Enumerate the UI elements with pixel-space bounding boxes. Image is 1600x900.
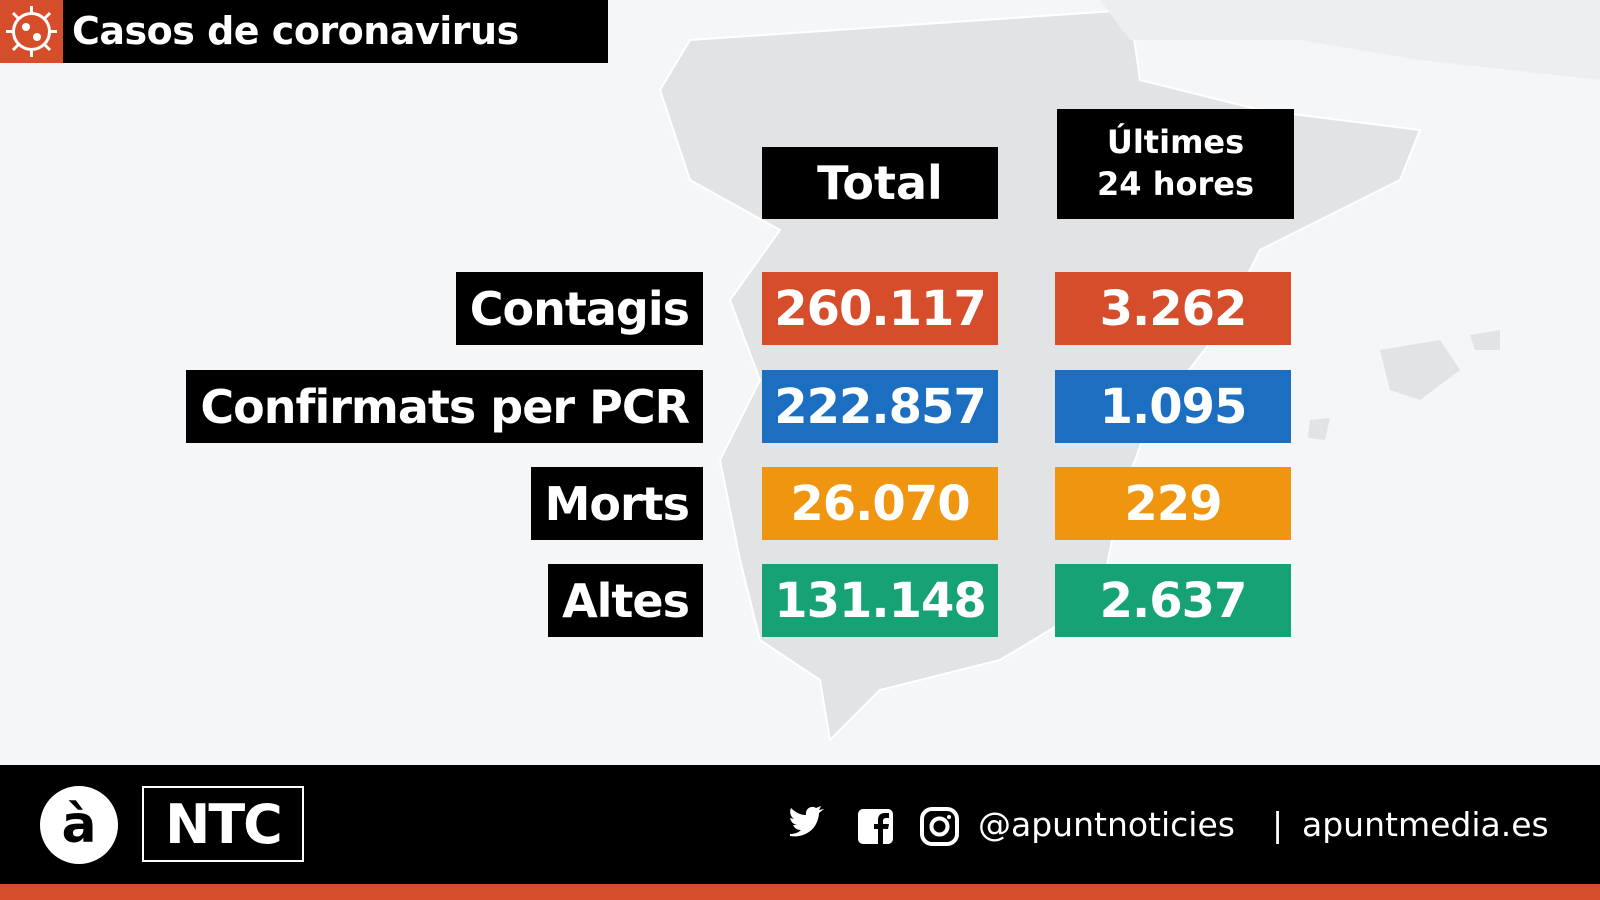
value-cell: 26.070 — [762, 467, 998, 540]
row-label: Altes — [548, 564, 703, 637]
brand: NTC — [142, 786, 304, 862]
twitter-icon — [790, 806, 824, 837]
row-label: Contagis — [455, 272, 703, 345]
value-cell: 260.117 — [762, 272, 998, 345]
value-cell: 131.148 — [762, 564, 998, 637]
column-header: Total — [762, 147, 998, 219]
value-cell: 229 — [1055, 467, 1291, 540]
row-label: Morts — [530, 467, 703, 540]
title: Casos de coronavirus — [72, 9, 519, 53]
virus-icon — [0, 0, 63, 63]
value-cell: 2.637 — [1055, 564, 1291, 637]
title-bar: Casos de coronavirus — [0, 0, 608, 63]
social-handle: @apuntnoticies — [978, 805, 1235, 844]
value-cell: 1.095 — [1055, 370, 1291, 443]
value-cell: 3.262 — [1055, 272, 1291, 345]
column-header: Últimes 24 hores — [1057, 109, 1294, 219]
separator: | — [1272, 805, 1284, 844]
value-cell: 222.857 — [762, 370, 998, 443]
logo: à — [40, 786, 118, 864]
footer-strip — [0, 884, 1600, 900]
social-icons — [790, 806, 959, 846]
row-label: Confirmats per PCR — [186, 370, 703, 443]
instagram-icon — [920, 807, 959, 846]
website: apuntmedia.es — [1302, 805, 1549, 844]
